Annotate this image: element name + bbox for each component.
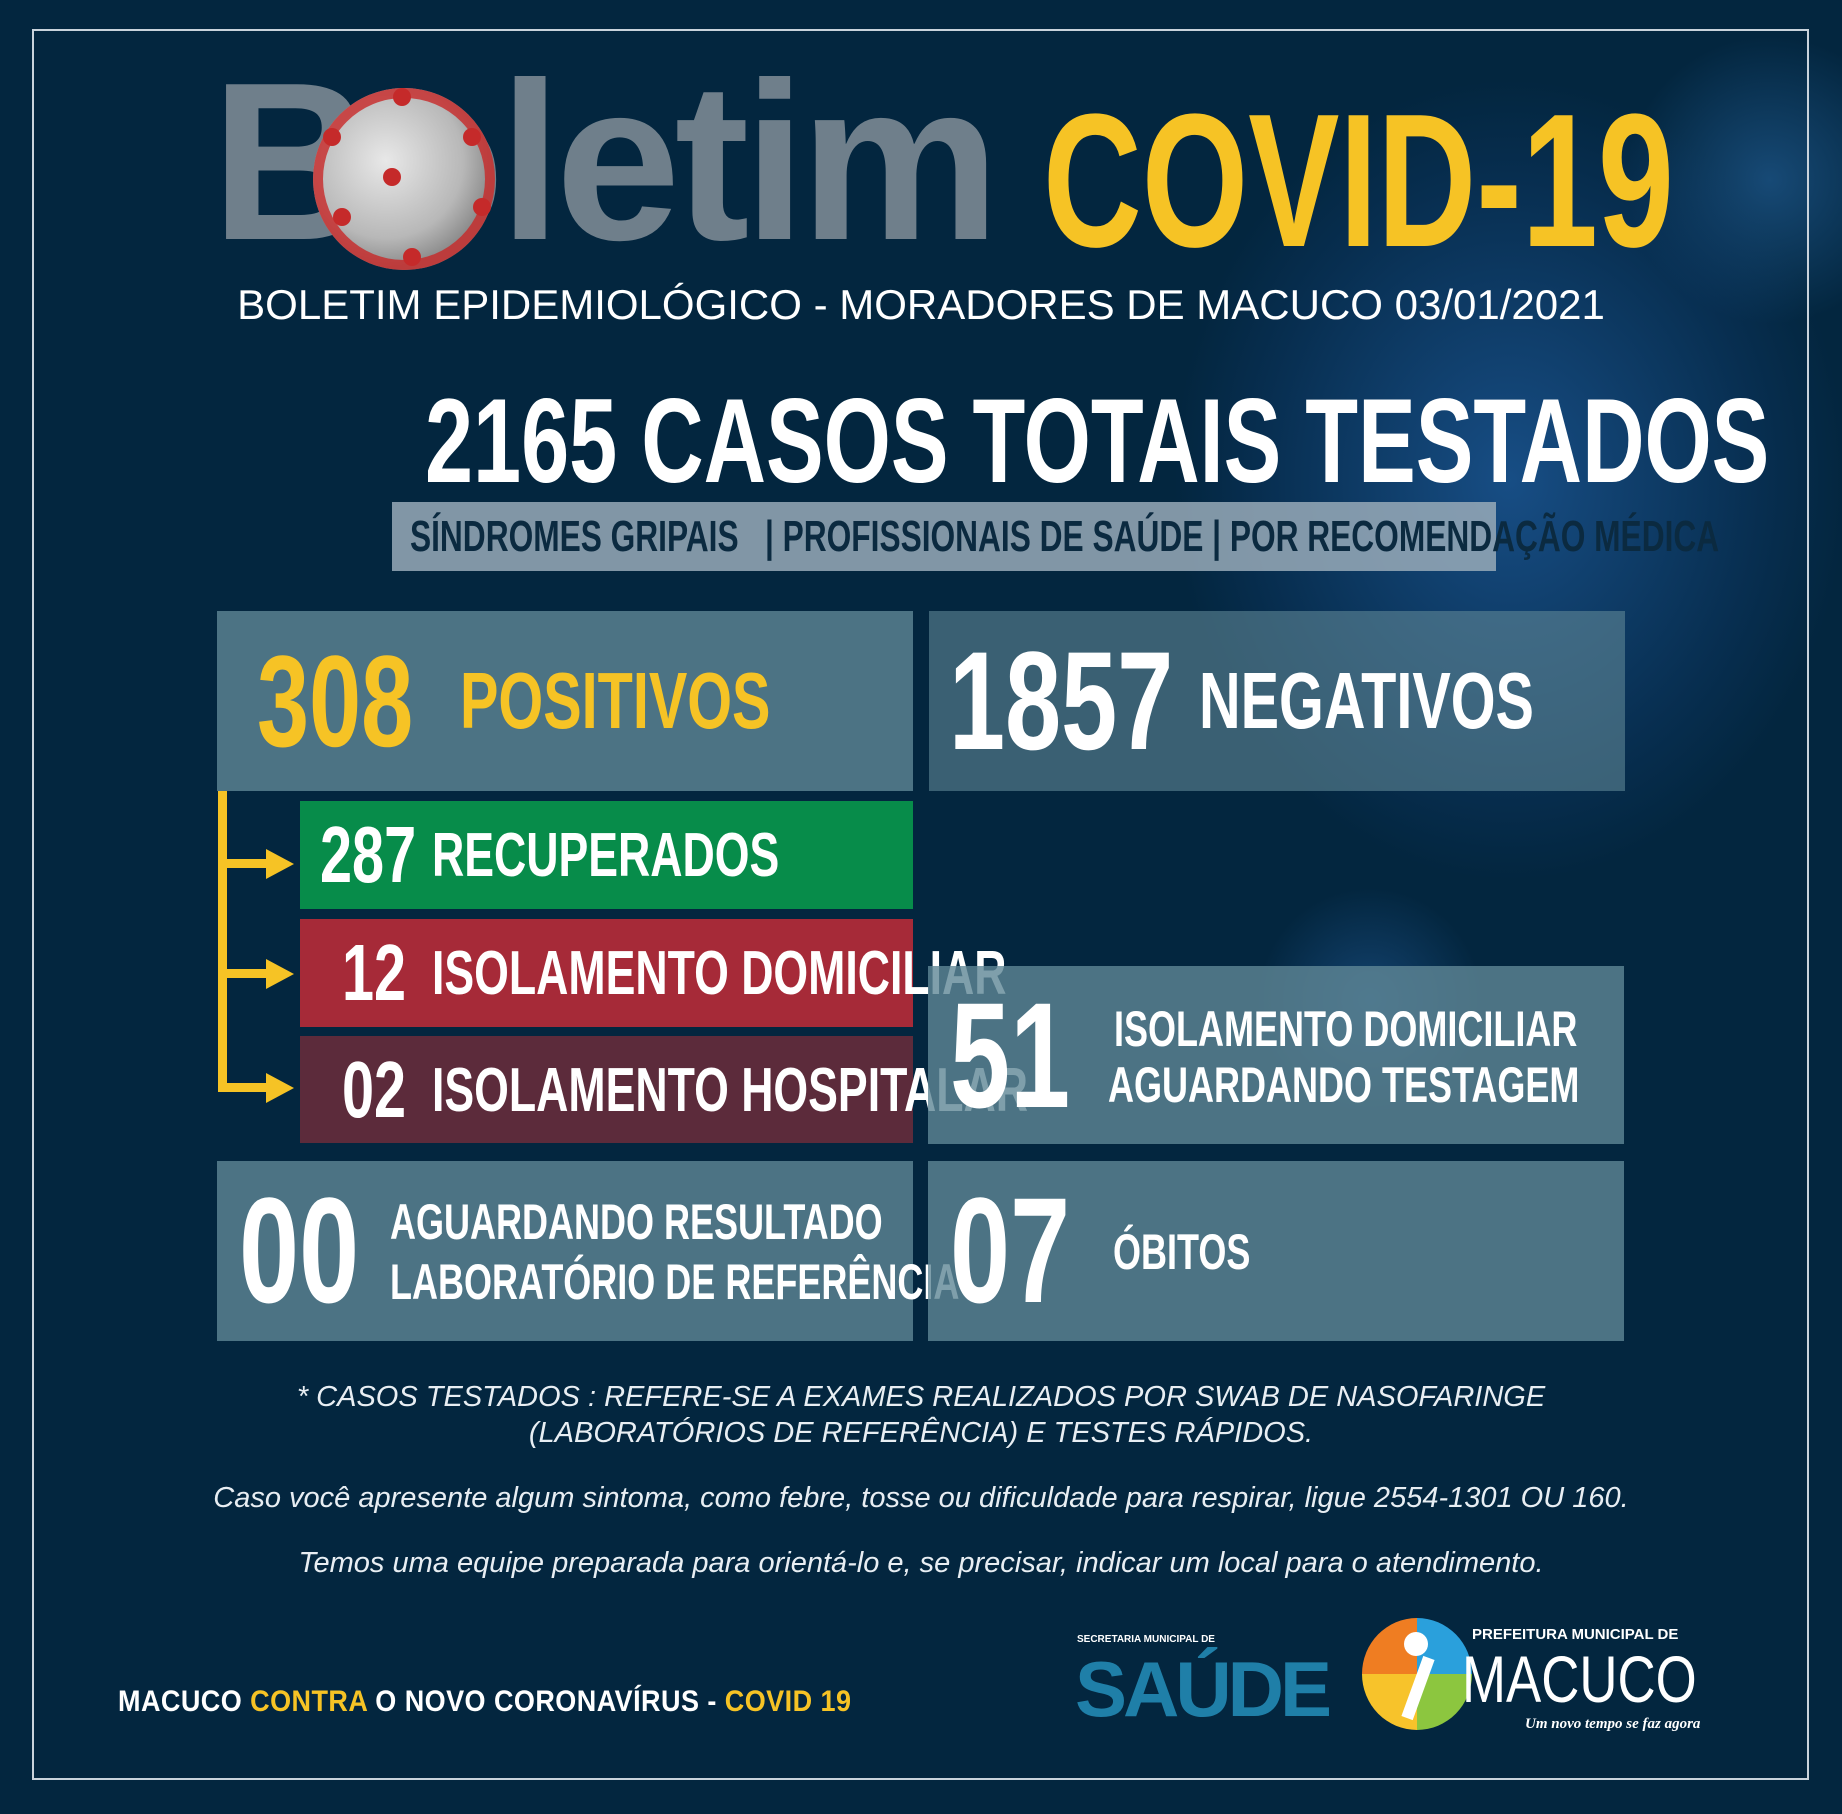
subtitle: BOLETIM EPIDEMIOLÓGICO - MORADORES DE MA… bbox=[237, 281, 1605, 328]
arrow-head-icon bbox=[266, 1073, 294, 1103]
macuco-slogan: Um novo tempo se faz agora bbox=[1525, 1716, 1701, 1732]
macuco-logo-text: MACUCO bbox=[1462, 1642, 1697, 1716]
title-covid19: COVID-19 bbox=[1043, 75, 1674, 287]
saude-logo-caption: SECRETARIA MUNICIPAL DE bbox=[1077, 1634, 1215, 1645]
arrow-head-icon bbox=[266, 849, 294, 879]
macuco-emblem-icon bbox=[1362, 1618, 1472, 1730]
total-tested: 2165 CASOS TOTAIS TESTADOS bbox=[425, 374, 1770, 508]
arrow-icon bbox=[218, 1083, 268, 1092]
isolamento-hospitalar-card: 02 ISOLAMENTO HOSPITALAR bbox=[300, 1036, 1028, 1143]
arrow-head-icon bbox=[266, 959, 294, 989]
note-line-1: * CASOS TESTADOS : REFERE-SE A EXAMES RE… bbox=[296, 1381, 1546, 1413]
isolamento-domiciliar-card: 12 ISOLAMENTO DOMICILIAR bbox=[300, 919, 1007, 1027]
saude-logo: SAÚDE bbox=[1075, 1645, 1332, 1733]
note-line-2: (LABORATÓRIOS DE REFERÊNCIA) E TESTES RÁ… bbox=[528, 1417, 1314, 1449]
note-line-4: Temos uma equipe preparada para orientá-… bbox=[298, 1547, 1544, 1579]
obitos-card: 07 ÓBITOS bbox=[928, 1161, 1624, 1341]
note-line-3: Caso você apresente algum sintoma, como … bbox=[213, 1482, 1629, 1514]
recuperados-card: 287 RECUPERADOS bbox=[300, 801, 913, 909]
bracket-line bbox=[218, 791, 227, 1092]
frame-border bbox=[32, 29, 1809, 1780]
arrow-icon bbox=[218, 969, 268, 978]
coronavirus-icon bbox=[313, 88, 495, 270]
positivos-card: 308 POSITIVOS bbox=[217, 611, 913, 791]
categories-band: SÍNDROMES GRIPAIS | PROFISSIONAIS DE SAÚ… bbox=[392, 502, 1719, 571]
aguardando-testagem-card: 51 ISOLAMENTO DOMICILIAR AGUARDANDO TEST… bbox=[928, 966, 1624, 1144]
arrow-icon bbox=[218, 859, 268, 868]
prefeitura-caption: PREFEITURA MUNICIPAL DE bbox=[1472, 1626, 1679, 1643]
footer-tagline: MACUCO CONTRA O NOVO CORONAVÍRUS - COVID… bbox=[118, 1685, 852, 1718]
negativos-card: 1857 NEGATIVOS bbox=[929, 611, 1625, 791]
aguardando-resultado-card: 00 AGUARDANDO RESULTADO LABORATÓRIO DE R… bbox=[217, 1161, 959, 1341]
